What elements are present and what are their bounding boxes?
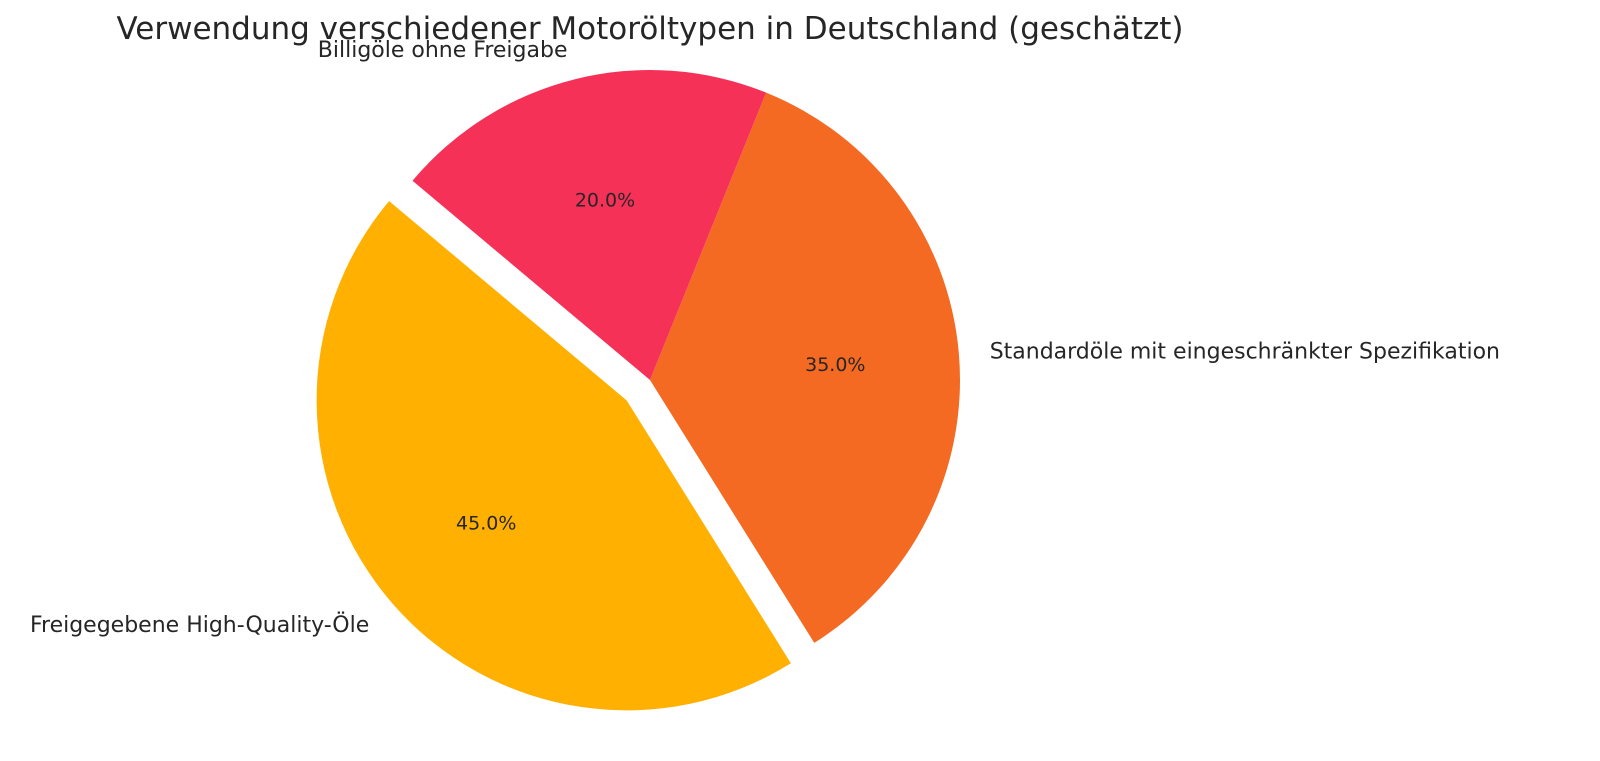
- pie-slice-3: [412, 69, 767, 380]
- pie-slice-2: [650, 92, 960, 643]
- slice-percent-3: 20.0%: [575, 190, 635, 212]
- pie-slices: [316, 69, 960, 711]
- slice-labels: Freigegebene High-Quality-Öle Standardöle…: [30, 38, 1500, 638]
- slice-percent-1: 45.0%: [456, 512, 516, 534]
- chart-title: Verwendung verschiedener Motoröltypen in…: [116, 11, 1183, 47]
- slice-label-2: Standardöle mit eingeschränkter Spezifik…: [990, 339, 1500, 364]
- percent-labels: 45.0% 35.0% 20.0%: [456, 190, 865, 535]
- pie-slice-1: [316, 201, 791, 711]
- slice-percent-2: 35.0%: [805, 354, 865, 376]
- slice-label-3: Billigöle ohne Freigabe: [318, 38, 568, 63]
- slice-label-1: Freigegebene High-Quality-Öle: [30, 612, 369, 638]
